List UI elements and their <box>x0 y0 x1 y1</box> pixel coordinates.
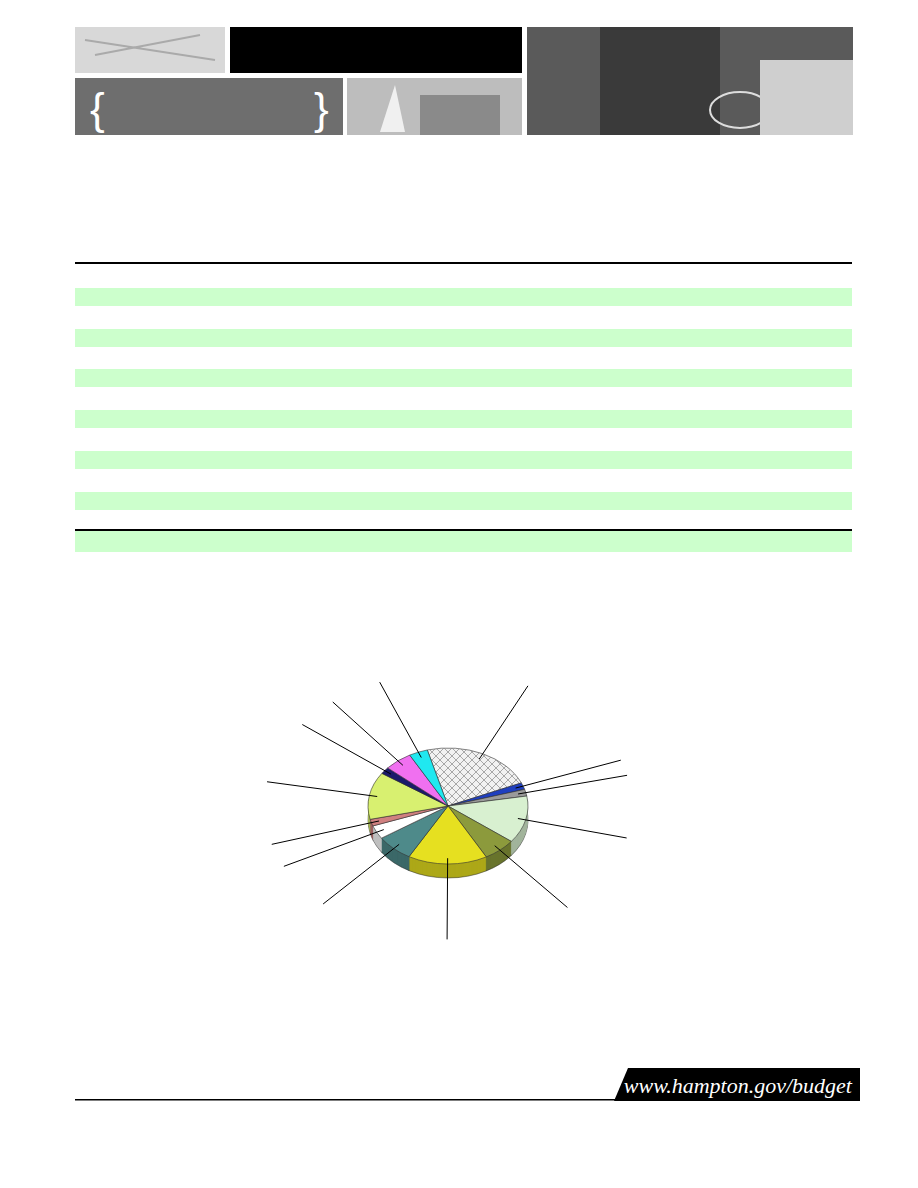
page: {} www.hampton.gov/budget <box>0 0 918 1188</box>
footer-url: www.hampton.gov/budget <box>624 1073 853 1098</box>
leader-line <box>333 702 403 765</box>
pie <box>267 682 627 939</box>
leader-line <box>272 821 379 844</box>
leader-line <box>380 682 422 757</box>
header-image-detail <box>380 85 405 132</box>
leader-line <box>518 819 627 838</box>
leader-line <box>495 846 568 908</box>
leader-line <box>479 686 528 759</box>
footer-tab <box>614 1068 860 1101</box>
table-row <box>75 288 852 306</box>
leader-line <box>323 844 399 904</box>
header-image <box>527 27 853 135</box>
header-image-detail <box>85 35 215 60</box>
brace: { <box>90 84 105 133</box>
leader-line <box>516 760 621 788</box>
leader-line <box>518 775 627 794</box>
leader-line <box>447 858 449 939</box>
leader-line <box>302 725 391 775</box>
pie-slice <box>410 750 448 806</box>
header-brace-box <box>75 78 343 135</box>
header-image-detail <box>420 95 500 135</box>
table-rule <box>75 529 852 531</box>
header-image-detail <box>600 27 720 135</box>
table-rule <box>75 262 852 264</box>
header-title-box <box>230 27 522 73</box>
brace: } <box>314 84 329 133</box>
leader-line <box>267 782 377 797</box>
table-row <box>75 410 852 428</box>
table-total-row <box>75 531 852 552</box>
footer-rule <box>75 1099 620 1101</box>
table-row <box>75 369 852 387</box>
header-image <box>75 27 225 73</box>
header-image-detail <box>760 60 853 135</box>
leader-line <box>284 830 384 867</box>
header-image <box>347 78 522 135</box>
table-row <box>75 492 852 510</box>
table-row <box>75 451 852 469</box>
table-row <box>75 329 852 347</box>
